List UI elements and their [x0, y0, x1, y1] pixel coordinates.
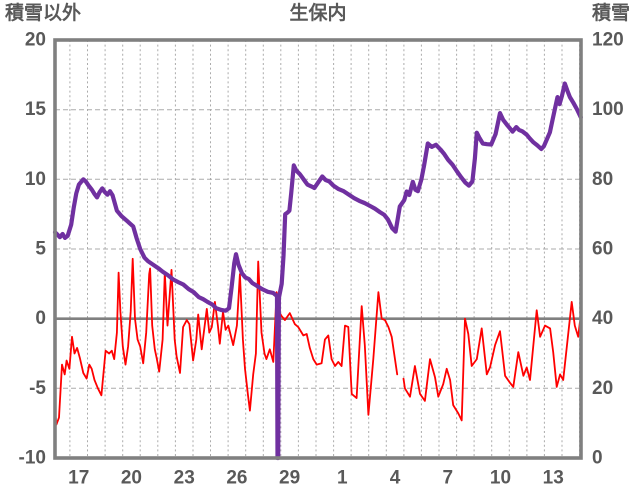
left-axis-tick-label: 20 — [25, 30, 46, 51]
non-snow-series-line — [402, 300, 581, 422]
left-axis-tick-label: 5 — [35, 239, 46, 260]
right-axis-tick-label: 120 — [592, 30, 624, 51]
x-tick-label: 23 — [174, 468, 195, 489]
right-axis-tick-label: 40 — [592, 308, 613, 329]
left-axis-tick-label: 15 — [25, 99, 47, 120]
non-snow-series-line — [54, 257, 399, 426]
x-tick-label: 17 — [68, 468, 89, 489]
left-axis-tick-label: 0 — [35, 308, 46, 329]
right-axis-tick-label: 0 — [592, 448, 603, 469]
x-tick-label: 4 — [390, 468, 401, 489]
right-axis-tick-label: 80 — [592, 169, 613, 190]
left-axis-tick-label: -10 — [19, 448, 46, 469]
right-axis-tick-label: 100 — [592, 99, 624, 120]
x-tick-label: 26 — [226, 468, 247, 489]
left-axis-tick-label: 10 — [25, 169, 46, 190]
left-axis-tick-label: -5 — [29, 378, 46, 399]
right-axis-title: 積雪 — [591, 3, 630, 24]
right-axis-tick-label: 20 — [592, 378, 613, 399]
x-tick-label: 1 — [337, 468, 348, 489]
x-tick-label: 10 — [490, 468, 511, 489]
plot-border — [53, 38, 583, 460]
right-axis-tick-label: 60 — [592, 239, 613, 260]
x-tick-label: 7 — [443, 468, 454, 489]
chart-title: 生保内 — [289, 3, 347, 24]
snow-depth-series-line — [52, 81, 583, 461]
x-tick-label: 29 — [279, 468, 300, 489]
x-tick-label: 13 — [543, 468, 564, 489]
left-axis-title: 積雪以外 — [5, 3, 82, 24]
x-tick-label: 20 — [121, 468, 142, 489]
